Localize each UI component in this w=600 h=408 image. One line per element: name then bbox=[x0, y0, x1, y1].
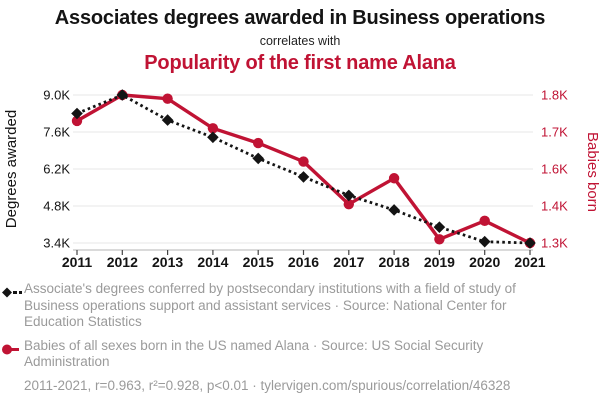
series-degrees-point bbox=[71, 107, 83, 120]
x-tick-label: 2012 bbox=[107, 254, 138, 270]
left-tick-label: 6.2K bbox=[43, 162, 70, 177]
right-tick-label: 1.4K bbox=[541, 199, 568, 214]
legend-item-babies: Babies of all sexes born in the US named… bbox=[2, 338, 578, 371]
series-degrees-line bbox=[76, 93, 531, 245]
series-degrees-point bbox=[524, 237, 536, 249]
series-babies-point bbox=[434, 234, 445, 245]
x-tick-label: 2014 bbox=[197, 254, 228, 270]
dual-axis-line-chart: 2011 2012 2013 2014 2015 2016 2017 2018 2019 2020… bbox=[3, 88, 600, 271]
x-tick-label: 2019 bbox=[424, 254, 455, 270]
series-babies-point bbox=[298, 156, 309, 167]
series-degrees-point bbox=[433, 221, 446, 233]
series-degrees-point bbox=[207, 131, 219, 144]
series-degrees-point bbox=[116, 89, 129, 101]
right-tick-label: 1.3K bbox=[541, 236, 568, 251]
chart-header: Associates degrees awarded in Business o… bbox=[0, 7, 600, 74]
series-degrees-point bbox=[161, 114, 174, 126]
left-tick-label: 3.4K bbox=[43, 236, 70, 251]
left-tick-label: 9.0K bbox=[43, 88, 70, 103]
x-tick-label: 2017 bbox=[333, 254, 364, 270]
page-title: Associates degrees awarded in Business o… bbox=[54, 7, 546, 29]
series-degrees-point bbox=[388, 204, 400, 216]
secondary-title: Popularity of the first name Alana bbox=[144, 52, 456, 74]
series-babies-point bbox=[388, 173, 400, 184]
series-degrees-point bbox=[297, 171, 310, 183]
right-tick-label: 1.7K bbox=[541, 125, 568, 140]
series-babies-point bbox=[479, 215, 490, 226]
legend: Associate's degrees conferred by postsec… bbox=[2, 281, 578, 394]
red-circle-solid-line-icon bbox=[2, 338, 24, 360]
series-degrees-point bbox=[252, 152, 264, 165]
series-babies-point bbox=[253, 137, 264, 149]
right-tick-label: 1.6K bbox=[541, 162, 568, 177]
series-babies-point bbox=[71, 115, 83, 127]
x-tick-label: 2018 bbox=[379, 254, 410, 270]
legend-text-degrees: Associate's degrees conferred by postsec… bbox=[24, 281, 516, 329]
legend-text-babies: Babies of all sexes born in the US named… bbox=[24, 337, 484, 370]
x-tick-label: 2013 bbox=[152, 254, 183, 270]
left-tick-label: 7.6K bbox=[43, 125, 70, 140]
x-tick-label: 2015 bbox=[243, 254, 274, 270]
x-tick-label: 2011 bbox=[62, 254, 93, 270]
x-tick-label: 2021 bbox=[514, 254, 545, 270]
left-axis-title: Degrees awarded bbox=[3, 110, 20, 228]
correlates-with-text: correlates with bbox=[259, 34, 341, 48]
x-tick-label: 2020 bbox=[469, 254, 500, 270]
footer-stats: 2011-2021, r=0.963, r²=0.928, p<0.01 · t… bbox=[24, 377, 511, 393]
series-babies-point bbox=[162, 93, 173, 104]
series-babies-point bbox=[207, 123, 219, 134]
series-degrees-point bbox=[478, 235, 491, 248]
black-diamond-dashed-line-icon bbox=[2, 281, 24, 303]
x-tick-label: 2016 bbox=[288, 254, 319, 270]
legend-item-degrees: Associate's degrees conferred by postsec… bbox=[2, 281, 578, 331]
right-tick-label: 1.8K bbox=[541, 88, 568, 103]
right-axis-title: Babies born bbox=[584, 132, 600, 212]
left-tick-label: 4.8K bbox=[43, 199, 70, 214]
series-babies-point bbox=[343, 198, 354, 210]
